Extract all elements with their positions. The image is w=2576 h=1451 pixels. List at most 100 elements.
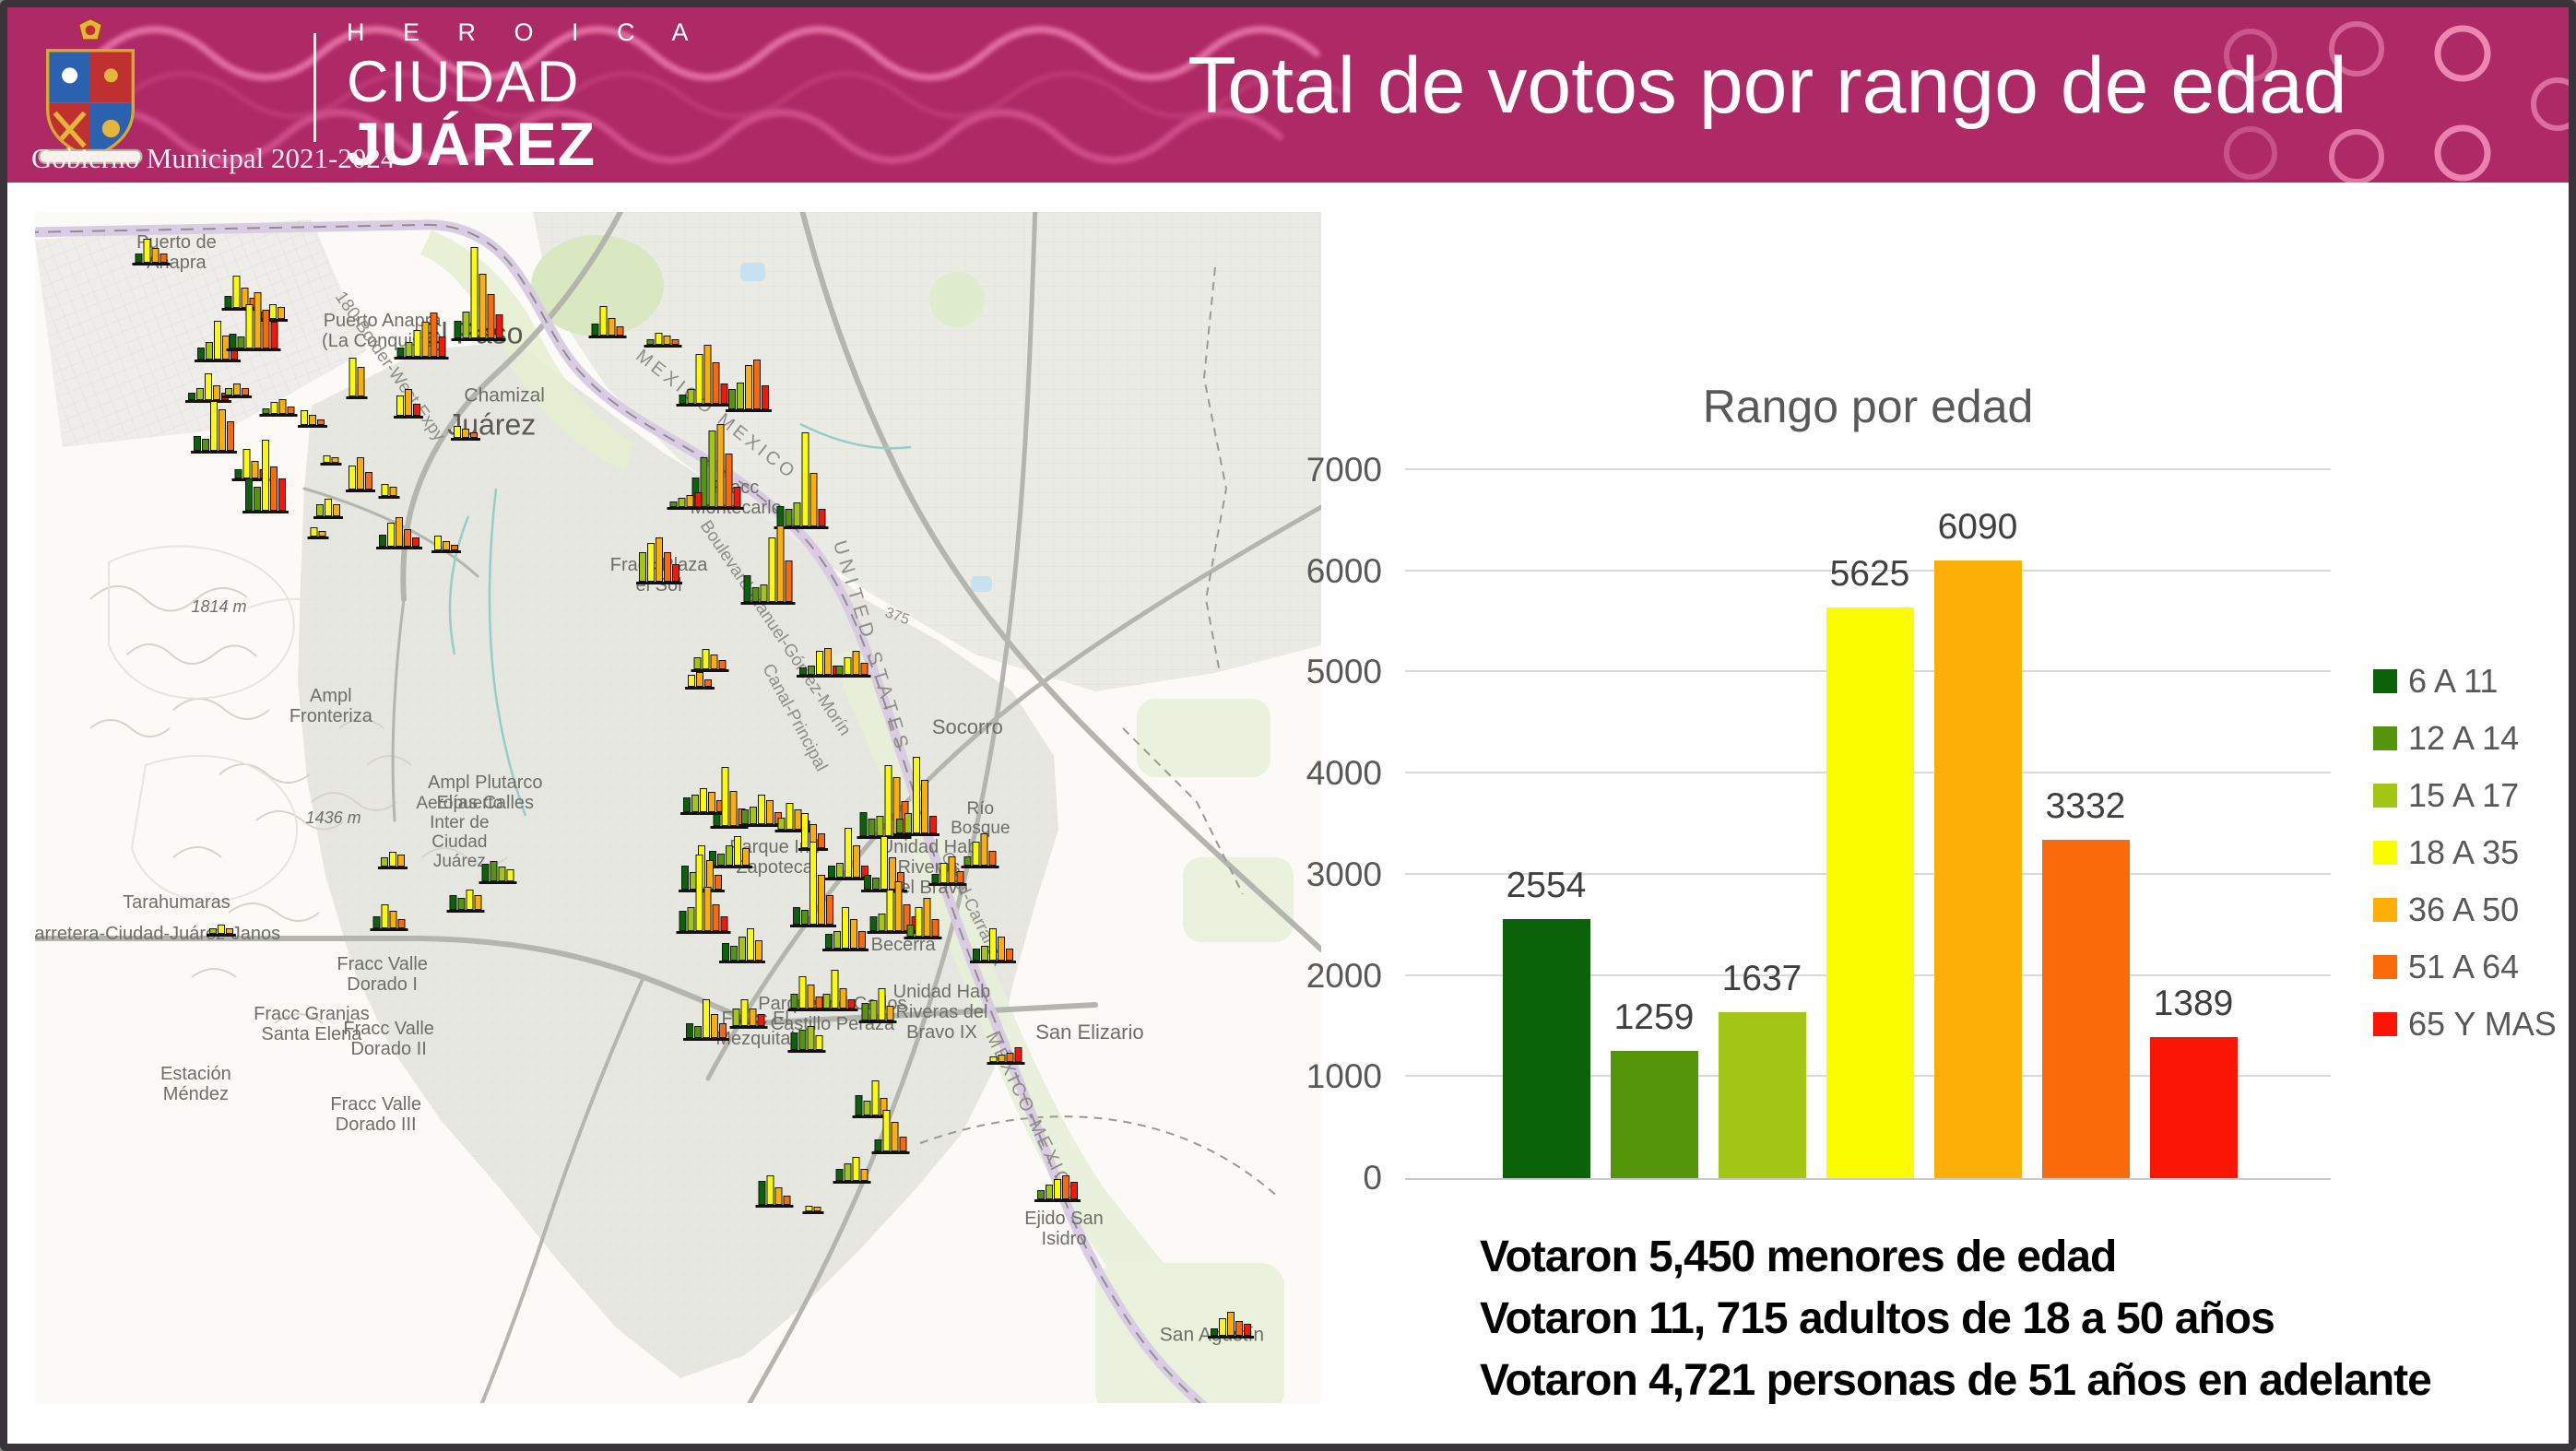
mini-bar	[356, 456, 364, 490]
mini-bar	[790, 993, 798, 1009]
mini-bar	[878, 913, 886, 931]
mini-bar	[807, 1026, 815, 1051]
mini-bar	[822, 993, 831, 1009]
mini-bar	[451, 544, 459, 550]
mini-bar	[886, 1005, 894, 1020]
mini-bar	[1054, 1178, 1062, 1199]
rings-decoration	[2224, 21, 2569, 183]
mini-bar	[712, 361, 720, 404]
mini-bar	[835, 862, 844, 878]
mini-bar	[891, 1121, 899, 1151]
mini-bar	[868, 818, 876, 836]
mini-bar	[693, 656, 702, 669]
mini-bar	[481, 863, 490, 881]
map-mini-bar-chart	[132, 239, 171, 266]
map-mini-bar-chart	[719, 928, 766, 964]
mini-bar	[193, 436, 201, 452]
mini-bar	[714, 874, 722, 890]
mini-bar	[722, 943, 730, 961]
mini-bar	[695, 353, 703, 404]
legend-swatch	[2373, 784, 2397, 808]
map-mini-bar-chart	[774, 431, 829, 529]
mini-bar	[777, 818, 786, 831]
mini-bar	[869, 999, 878, 1020]
mini-bar	[980, 832, 988, 866]
mini-bar	[222, 335, 230, 360]
legend-item: 65 Y MAS	[2373, 996, 2557, 1053]
mini-bar	[700, 787, 708, 812]
mini-bar	[454, 320, 462, 338]
mini-bar	[278, 478, 286, 511]
legend-item: 36 A 50	[2373, 881, 2557, 938]
mini-bar	[844, 827, 852, 878]
bar-6-a-11	[1502, 919, 1590, 1178]
bar-65-y-mas	[2149, 1037, 2238, 1178]
map-label-fracc-valle-dorado-3: Fracc Valle Dorado III	[330, 1094, 421, 1136]
mini-bar	[871, 877, 880, 890]
map-mini-bar-chart	[377, 852, 408, 870]
mini-bar	[206, 341, 214, 360]
map-mini-bar-chart	[378, 484, 400, 500]
mini-bar	[237, 336, 245, 349]
mini-bar	[1219, 1318, 1227, 1337]
mini-bar	[899, 1136, 907, 1151]
mini-bar	[1046, 1184, 1054, 1199]
map-mini-bar-chart	[394, 313, 448, 360]
bar-12-a-14	[1610, 1050, 1698, 1178]
mini-bar	[1235, 1321, 1244, 1337]
map-mini-bar-chart	[789, 842, 836, 928]
mini-bar	[988, 850, 997, 866]
mini-bar	[261, 439, 269, 511]
map-mini-bar-chart	[683, 999, 730, 1042]
map-label-chamizal: Chamizal	[464, 384, 545, 407]
summary-notes: Votaron 5,450 menores de edad Votaron 11…	[1480, 1226, 2432, 1411]
map-mini-bar-chart	[871, 1109, 910, 1154]
mini-bar	[717, 853, 726, 866]
mini-bar	[751, 587, 760, 603]
mini-bar	[434, 535, 443, 550]
mini-bar	[413, 330, 420, 358]
mini-bar	[703, 886, 712, 931]
mini-bar	[719, 1023, 727, 1039]
mini-bar	[688, 675, 696, 688]
map-base	[35, 212, 1321, 1403]
mini-bar	[270, 402, 278, 415]
mini-bar	[785, 508, 793, 526]
page-title: Total de votos por rango de edad	[1188, 41, 2347, 130]
mini-bar	[708, 791, 716, 812]
bar-value-label: 3332	[2045, 786, 2126, 827]
map-mini-bar-chart	[689, 424, 744, 510]
mini-bar	[262, 310, 270, 349]
mini-bar	[396, 348, 404, 358]
map-label-estacion-mendez: Estación Méndez	[160, 1063, 231, 1104]
mini-bar	[197, 347, 206, 360]
map-label-ejido-san-isidro: Ejido San Isidro	[1024, 1209, 1104, 1250]
mini-bar	[880, 835, 888, 890]
mini-bar	[487, 293, 495, 338]
mini-bar	[805, 1205, 813, 1211]
mini-bar	[1227, 1312, 1235, 1337]
mini-bar	[852, 1157, 860, 1182]
mini-bar	[827, 865, 835, 878]
mini-bar	[809, 842, 817, 926]
mini-bar	[608, 317, 616, 336]
map-label-elevation-1814: 1814 m	[191, 597, 247, 617]
mini-bar	[710, 654, 718, 669]
mini-bar	[1244, 1324, 1252, 1337]
mini-bar	[750, 806, 758, 824]
mini-bar	[739, 937, 747, 961]
mini-bar	[242, 448, 251, 478]
mini-bar	[241, 288, 249, 309]
mini-bar	[388, 852, 396, 867]
mini-bar	[708, 431, 716, 507]
mini-bar	[669, 501, 678, 507]
map-mini-bar-chart	[393, 388, 423, 419]
y-axis-tick-label: 5000	[1306, 653, 1382, 691]
mini-bar	[776, 525, 785, 603]
mini-bar	[671, 564, 679, 583]
map-mini-bar-chart	[740, 525, 796, 606]
map-label-juarez: Juárez	[447, 407, 537, 442]
mini-bar	[852, 651, 860, 676]
bar-36-a-50	[1933, 560, 2022, 1178]
mini-bar	[713, 814, 721, 827]
